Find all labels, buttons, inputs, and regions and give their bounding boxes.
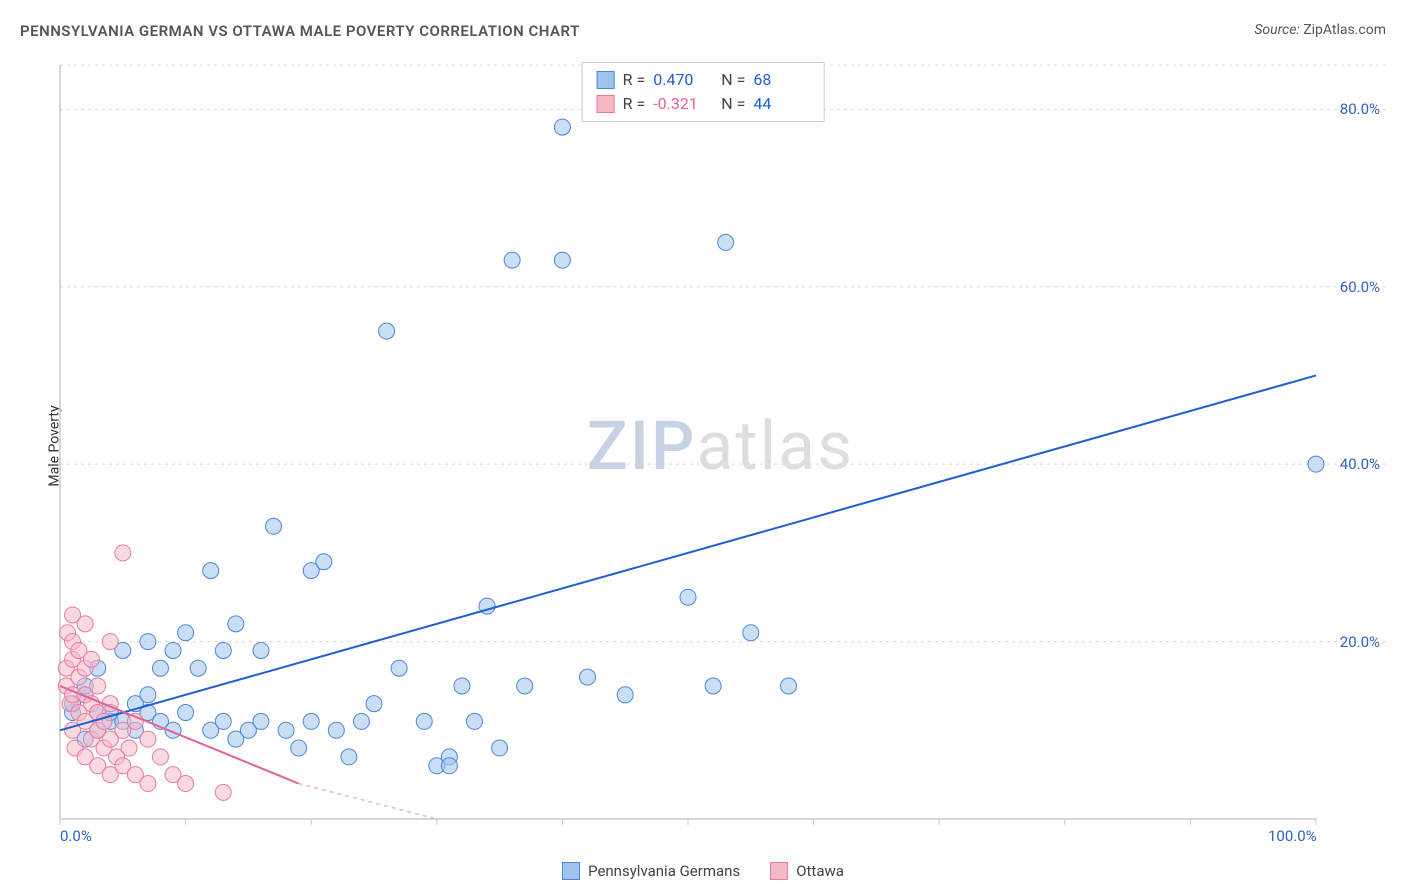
stats-r-label: R = [623, 68, 646, 92]
stats-r-value-2: -0.321 [653, 92, 709, 116]
legend-label-2: Ottawa [796, 862, 844, 880]
x-tick-label: 0.0% [60, 827, 92, 845]
source-prefix: Source: [1254, 22, 1303, 38]
source-name: ZipAtlas.com [1303, 22, 1386, 38]
y-tick-label: 40.0% [1340, 455, 1380, 473]
stats-n-label: N = [717, 68, 745, 92]
y-tick-label: 20.0% [1340, 633, 1380, 651]
legend-swatch-1 [562, 862, 580, 880]
stats-swatch-1 [597, 71, 615, 89]
legend-swatch-2 [770, 862, 788, 880]
stats-legend-box: R = 0.470 N = 68 R = -0.321 N = 44 [582, 62, 825, 122]
chart-area: ZIPatlas 20.0%40.0%60.0%80.0%0.0%100.0% [55, 60, 1386, 847]
scatter-plot [55, 60, 1386, 847]
stats-r-value-1: 0.470 [653, 68, 709, 92]
y-tick-label: 60.0% [1340, 278, 1380, 296]
stats-row-2: R = -0.321 N = 44 [597, 92, 810, 116]
chart-title: PENNSYLVANIA GERMAN VS OTTAWA MALE POVER… [20, 22, 580, 40]
stats-n-value-2: 44 [753, 92, 809, 116]
stats-n-label: N = [717, 92, 745, 116]
legend: Pennsylvania Germans Ottawa [0, 862, 1406, 880]
stats-swatch-2 [597, 95, 615, 113]
x-tick-label: 100.0% [1268, 827, 1317, 845]
y-tick-label: 80.0% [1340, 100, 1380, 118]
legend-item-1: Pennsylvania Germans [562, 862, 740, 880]
legend-item-2: Ottawa [770, 862, 844, 880]
stats-n-value-1: 68 [753, 68, 809, 92]
legend-label-1: Pennsylvania Germans [588, 862, 740, 880]
stats-r-label: R = [623, 92, 646, 116]
source-attribution: Source: ZipAtlas.com [1254, 22, 1386, 38]
stats-row-1: R = 0.470 N = 68 [597, 68, 810, 92]
